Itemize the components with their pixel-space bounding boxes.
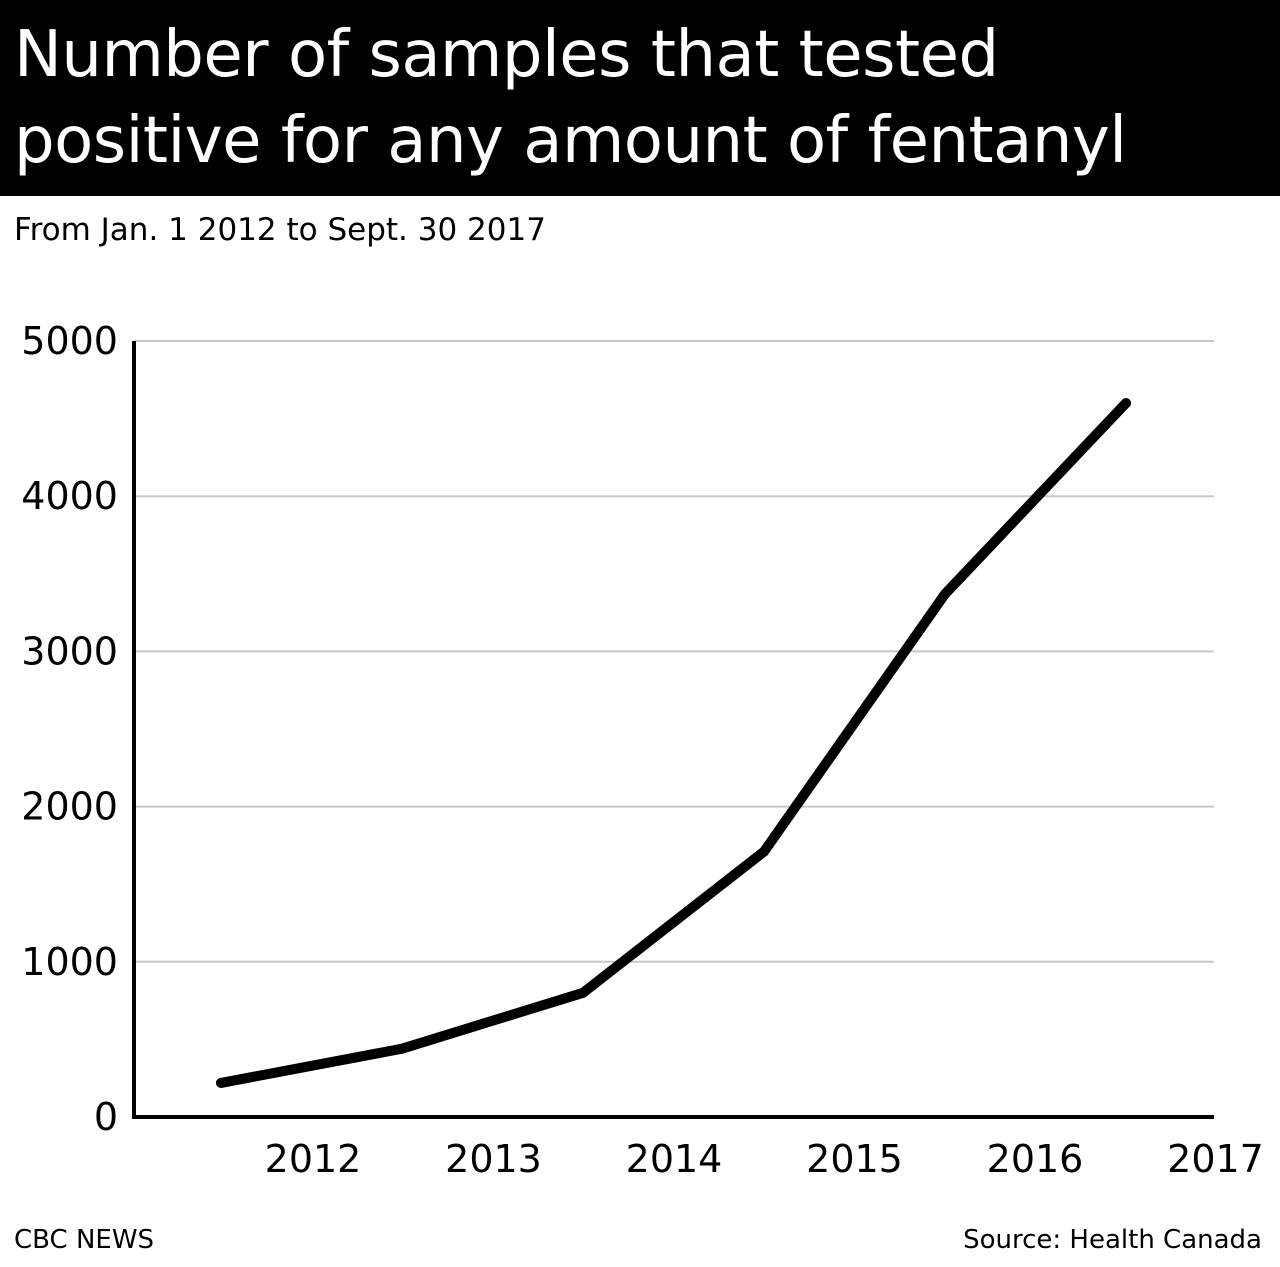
source-label: Source: Health Canada <box>963 1225 1262 1255</box>
axes <box>132 341 1214 1119</box>
y-tick-label-0: 0 <box>94 1095 118 1139</box>
x-tick-label-2014: 2014 <box>626 1137 723 1181</box>
data-point-2012 <box>216 1077 226 1088</box>
x-tick-label-2013: 2013 <box>445 1137 542 1181</box>
x-tick-label-2017: 2017 <box>1167 1137 1264 1181</box>
x-tick-labels: 2012 2013 2014 2015 2016 2017 <box>265 1137 1264 1181</box>
x-tick-label-2016: 2016 <box>987 1137 1084 1181</box>
chart-subtitle: From Jan. 1 2012 to Sept. 30 2017 <box>14 212 546 248</box>
x-tick-label-2012: 2012 <box>265 1137 362 1181</box>
series-layer <box>216 398 1131 1088</box>
gridlines <box>134 340 1214 963</box>
data-point-2017 <box>1121 398 1131 409</box>
y-tick-label-2000: 2000 <box>21 785 118 829</box>
series-line-0 <box>216 398 1131 1088</box>
data-point-2014 <box>578 987 588 998</box>
y-tick-label-5000: 5000 <box>21 319 118 363</box>
y-tick-label-1000: 1000 <box>21 940 118 984</box>
y-tick-label-3000: 3000 <box>21 629 118 673</box>
y-tick-label-4000: 4000 <box>21 474 118 518</box>
y-tick-labels: 0 1000 2000 3000 4000 5000 <box>21 319 118 1139</box>
brand-label: CBC NEWS <box>14 1225 155 1255</box>
data-point-2013 <box>397 1043 407 1054</box>
chart-title: Number of samples that tested positive f… <box>14 18 1127 178</box>
data-point-2016 <box>940 589 950 599</box>
title-bar: Number of samples that tested positive f… <box>0 0 1280 196</box>
x-tick-label-2015: 2015 <box>806 1137 903 1181</box>
data-point-2015 <box>759 846 769 857</box>
